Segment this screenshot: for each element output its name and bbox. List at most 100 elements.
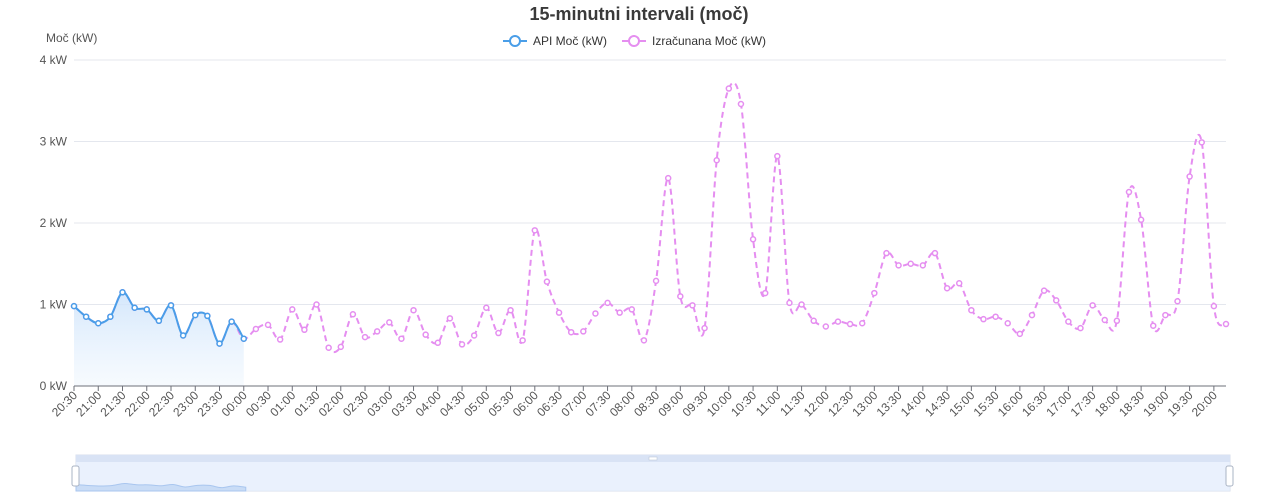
data-point-calculated[interactable]: [919, 262, 927, 269]
data-point-calculated[interactable]: [1004, 319, 1011, 327]
data-point-api[interactable]: [167, 302, 175, 309]
data-point-calculated[interactable]: [652, 277, 660, 285]
data-point-calculated[interactable]: [1186, 173, 1193, 180]
data-point-calculated[interactable]: [325, 344, 332, 351]
data-point-calculated[interactable]: [955, 280, 963, 287]
data-point-calculated[interactable]: [1077, 324, 1084, 332]
data-point-calculated[interactable]: [1137, 216, 1145, 223]
data-point-calculated[interactable]: [895, 262, 902, 269]
data-point-calculated[interactable]: [507, 306, 514, 314]
data-point-calculated[interactable]: [422, 331, 429, 338]
data-point-calculated[interactable]: [434, 339, 442, 347]
data-point-calculated[interactable]: [858, 319, 866, 327]
legend-item-api[interactable]: API Moč (kW): [503, 34, 607, 48]
data-point-calculated[interactable]: [337, 343, 345, 351]
data-point-calculated[interactable]: [749, 236, 757, 243]
data-point-api[interactable]: [70, 302, 78, 310]
data-point-calculated[interactable]: [373, 328, 381, 335]
data-point-calculated[interactable]: [1040, 287, 1048, 294]
data-point-calculated[interactable]: [664, 174, 672, 182]
data-point-calculated[interactable]: [1198, 139, 1205, 146]
data-point-calculated[interactable]: [483, 304, 490, 312]
data-point-api[interactable]: [240, 335, 248, 342]
data-point-calculated[interactable]: [798, 301, 805, 308]
data-point-calculated[interactable]: [604, 299, 611, 307]
data-point-calculated[interactable]: [1016, 330, 1024, 338]
data-point-calculated[interactable]: [689, 302, 696, 309]
data-point-calculated[interactable]: [410, 306, 417, 314]
data-point-calculated[interactable]: [1113, 317, 1121, 325]
data-point-calculated[interactable]: [580, 328, 587, 335]
data-point-calculated[interactable]: [907, 260, 914, 267]
data-point-calculated[interactable]: [883, 249, 890, 257]
data-point-calculated[interactable]: [774, 152, 781, 160]
data-point-api[interactable]: [143, 306, 151, 313]
data-point-calculated[interactable]: [276, 336, 284, 343]
data-point-calculated[interactable]: [992, 313, 999, 320]
legend-item-calculated[interactable]: Izračunana Moč (kW): [622, 34, 766, 48]
data-point-calculated[interactable]: [361, 333, 369, 341]
data-point-api[interactable]: [228, 318, 235, 325]
data-point-calculated[interactable]: [761, 289, 769, 297]
data-point-calculated[interactable]: [592, 310, 599, 317]
data-zoom-slider[interactable]: [71, 454, 1234, 492]
data-point-calculated[interactable]: [701, 324, 708, 332]
data-point-calculated[interactable]: [786, 299, 793, 307]
data-point-api[interactable]: [107, 313, 114, 320]
data-point-calculated[interactable]: [264, 321, 272, 329]
zoom-selection[interactable]: [76, 462, 1230, 491]
data-point-api[interactable]: [216, 340, 223, 347]
data-point-calculated[interactable]: [313, 301, 320, 308]
data-point-calculated[interactable]: [543, 278, 551, 285]
data-point-calculated[interactable]: [628, 306, 636, 313]
data-point-calculated[interactable]: [822, 323, 830, 330]
data-point-calculated[interactable]: [810, 317, 817, 325]
data-point-calculated[interactable]: [252, 325, 260, 333]
data-point-api[interactable]: [131, 304, 138, 312]
data-point-calculated[interactable]: [871, 289, 878, 297]
data-point-calculated[interactable]: [495, 329, 502, 337]
data-point-api[interactable]: [192, 311, 199, 319]
data-point-calculated[interactable]: [446, 315, 454, 322]
data-point-calculated[interactable]: [1210, 302, 1218, 310]
data-point-calculated[interactable]: [713, 156, 720, 164]
data-point-calculated[interactable]: [531, 227, 539, 234]
data-point-api[interactable]: [179, 332, 187, 339]
data-point-calculated[interactable]: [968, 306, 975, 314]
data-point-calculated[interactable]: [1065, 318, 1072, 325]
data-point-calculated[interactable]: [834, 318, 842, 325]
data-point-calculated[interactable]: [980, 315, 987, 323]
data-point-calculated[interactable]: [1125, 188, 1133, 196]
data-point-calculated[interactable]: [931, 249, 939, 257]
data-point-api[interactable]: [204, 312, 211, 320]
data-point-calculated[interactable]: [1162, 311, 1169, 319]
data-point-calculated[interactable]: [640, 337, 648, 344]
data-point-calculated[interactable]: [616, 309, 623, 316]
data-point-calculated[interactable]: [1101, 316, 1108, 324]
data-point-calculated[interactable]: [289, 306, 296, 313]
data-point-calculated[interactable]: [1028, 311, 1036, 319]
data-point-calculated[interactable]: [470, 332, 478, 339]
data-point-api[interactable]: [82, 313, 90, 320]
data-point-calculated[interactable]: [1149, 322, 1157, 329]
data-point-calculated[interactable]: [1089, 302, 1096, 309]
data-point-api[interactable]: [155, 317, 163, 325]
data-point-calculated[interactable]: [737, 100, 745, 108]
data-point-api[interactable]: [95, 319, 102, 327]
data-point-calculated[interactable]: [349, 311, 357, 318]
data-point-calculated[interactable]: [398, 335, 405, 342]
data-point-calculated[interactable]: [386, 319, 393, 326]
data-point-calculated[interactable]: [458, 341, 466, 348]
data-point-calculated[interactable]: [1222, 320, 1230, 328]
data-point-calculated[interactable]: [567, 328, 575, 336]
zoom-handle-right[interactable]: [1225, 465, 1234, 487]
data-point-calculated[interactable]: [555, 309, 563, 316]
data-point-calculated[interactable]: [1052, 297, 1060, 304]
data-point-calculated[interactable]: [943, 284, 951, 292]
data-point-calculated[interactable]: [1174, 297, 1181, 305]
data-point-calculated[interactable]: [677, 293, 684, 300]
series-line-calculated[interactable]: [73, 81, 1227, 354]
data-point-calculated[interactable]: [846, 320, 854, 328]
data-point-calculated[interactable]: [519, 337, 526, 344]
data-point-api[interactable]: [119, 289, 126, 296]
